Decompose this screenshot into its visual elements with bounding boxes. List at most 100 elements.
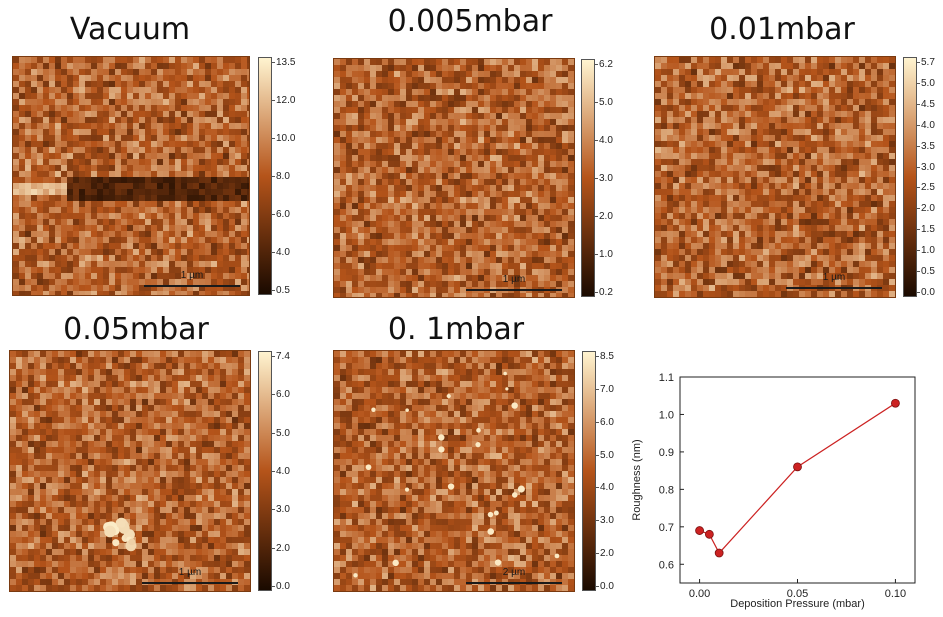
colorbar-tick-label: 2.0 [599, 211, 613, 222]
y-tick-label: 0.6 [659, 559, 674, 571]
colorbar [581, 59, 595, 297]
colorbar-tick-label: 4.0 [276, 247, 290, 258]
colorbar-tick-mark [271, 509, 275, 510]
colorbar-tick-label: 3.0 [600, 515, 614, 526]
colorbar-tick-label: 4.0 [599, 135, 613, 146]
colorbar-tick-mark [916, 83, 920, 84]
colorbar-tick-label: 12.0 [276, 95, 295, 106]
series-polyline [700, 403, 896, 553]
y-tick-label: 0.8 [659, 484, 674, 496]
colorbar-tick-mark [916, 271, 920, 272]
colorbar-tick-label: 5.0 [921, 78, 935, 89]
colorbar [582, 351, 596, 591]
colorbar-tick-mark [595, 520, 599, 521]
colorbar-tick-mark [595, 422, 599, 423]
colorbar-tick-label: 1.0 [599, 249, 613, 260]
data-point [696, 527, 704, 535]
scale-bar-label: 1 µm [162, 270, 222, 281]
colorbar-tick-mark [271, 252, 275, 253]
afm-image [333, 350, 575, 592]
colorbar-tick-label: 4.0 [276, 466, 290, 477]
colorbar-tick-mark [271, 176, 275, 177]
x-axis-label: Deposition Pressure (mbar) [730, 598, 865, 610]
colorbar-tick-mark [594, 102, 598, 103]
scale-bar [142, 582, 238, 584]
colorbar-tick-mark [594, 254, 598, 255]
colorbar-tick-mark [271, 471, 275, 472]
colorbar-tick-label: 6.2 [599, 59, 613, 70]
colorbar [258, 57, 272, 295]
colorbar-tick-mark [916, 187, 920, 188]
afm-image [333, 58, 575, 298]
colorbar-tick-mark [271, 586, 275, 587]
panel-title: Vacuum [20, 12, 240, 47]
colorbar-tick-mark [916, 292, 920, 293]
afm-image [9, 350, 251, 592]
colorbar-tick-label: 0.2 [599, 287, 613, 298]
series-line [696, 399, 900, 557]
colorbar-tick-label: 2.0 [276, 543, 290, 554]
colorbar-tick-mark [916, 167, 920, 168]
panel-title: 0.01mbar [672, 12, 892, 47]
colorbar-tick-label: 8.5 [600, 351, 614, 362]
x-tick-label: 0.10 [885, 588, 906, 600]
colorbar-tick-label: 2.5 [921, 182, 935, 193]
colorbar-tick-mark [271, 214, 275, 215]
colorbar-tick-mark [594, 292, 598, 293]
colorbar-tick-mark [271, 290, 275, 291]
colorbar-tick-label: 1.5 [921, 224, 935, 235]
colorbar-tick-mark [271, 62, 275, 63]
colorbar-tick-label: 4.0 [600, 482, 614, 493]
colorbar-tick-mark [916, 104, 920, 105]
colorbar-tick-label: 3.0 [599, 173, 613, 184]
colorbar-tick-mark [594, 64, 598, 65]
colorbar-tick-label: 0.0 [600, 581, 614, 592]
y-tick-label: 0.9 [659, 447, 674, 459]
colorbar-tick-label: 10.0 [276, 133, 295, 144]
scale-bar-label: 1 µm [160, 567, 220, 578]
y-tick-label: 1.0 [659, 409, 674, 421]
colorbar-tick-mark [595, 586, 599, 587]
colorbar-tick-mark [916, 250, 920, 251]
colorbar-tick-label: 8.0 [276, 171, 290, 182]
colorbar-tick-mark [594, 178, 598, 179]
scale-bar [786, 287, 882, 289]
colorbar-tick-label: 4.0 [921, 120, 935, 131]
y-tick-label: 1.1 [659, 372, 674, 384]
afm-image [654, 56, 896, 298]
colorbar-tick-label: 0.5 [921, 266, 935, 277]
colorbar-tick-label: 13.5 [276, 57, 295, 68]
panel-title: 0. 1mbar [346, 312, 566, 347]
colorbar-tick-label: 5.0 [276, 428, 290, 439]
colorbar-tick-label: 0.5 [276, 285, 290, 296]
colorbar-tick-mark [916, 125, 920, 126]
colorbar-tick-mark [916, 229, 920, 230]
afm-image [12, 56, 250, 296]
colorbar-tick-label: 1.0 [921, 245, 935, 256]
colorbar-tick-mark [595, 356, 599, 357]
colorbar-tick-label: 6.0 [276, 389, 290, 400]
colorbar-tick-mark [595, 455, 599, 456]
colorbar-tick-label: 5.0 [599, 97, 613, 108]
colorbar-tick-mark [271, 548, 275, 549]
scale-bar [144, 285, 240, 287]
colorbar-tick-label: 7.4 [276, 351, 290, 362]
colorbar-tick-mark [595, 487, 599, 488]
colorbar-tick-mark [916, 146, 920, 147]
scale-bar [466, 289, 562, 291]
colorbar-tick-label: 3.0 [276, 504, 290, 515]
scale-bar-label: 1 µm [804, 272, 864, 283]
colorbar-tick-mark [916, 62, 920, 63]
x-tick-label: 0.00 [689, 588, 710, 600]
colorbar-tick-label: 5.7 [921, 57, 935, 68]
colorbar [903, 57, 917, 297]
colorbar-tick-label: 2.0 [600, 548, 614, 559]
colorbar-tick-label: 6.0 [276, 209, 290, 220]
scale-bar-label: 2 µm [484, 567, 544, 578]
panel-title: 0.05mbar [26, 312, 246, 347]
data-point [705, 530, 713, 538]
colorbar-tick-label: 2.0 [921, 203, 935, 214]
colorbar-tick-mark [916, 208, 920, 209]
